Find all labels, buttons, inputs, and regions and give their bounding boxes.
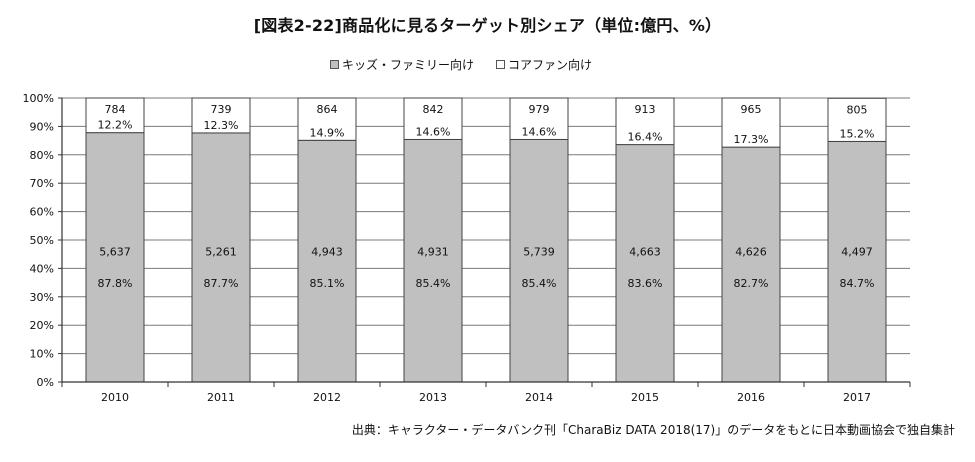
bar-core-fan: [297, 97, 357, 141]
data-label-core-fan-amount: 805: [847, 103, 868, 116]
data-label-kids-family-amount: 4,663: [629, 246, 661, 259]
data-label-core-fan-percent: 16.4%: [628, 131, 663, 144]
legend-label-kids-family: キッズ・ファミリー向け: [342, 58, 475, 72]
data-label-kids-family-amount: 5,637: [99, 246, 131, 259]
data-label-core-fan-percent: 12.2%: [98, 119, 133, 132]
bar-core-fan: [85, 97, 145, 134]
bar-core-fan: [827, 97, 887, 142]
data-label-kids-family-amount: 4,497: [841, 246, 873, 259]
bar-kids-family: [297, 139, 357, 383]
data-label-core-fan-amount: 965: [741, 103, 762, 116]
bar-kids-family: [403, 138, 463, 383]
legend-swatch-core-fan: [496, 60, 506, 69]
legend-item-core-fan: コアファン向け: [496, 56, 592, 73]
y-tick-label: 10%: [30, 348, 54, 361]
data-label-kids-family-percent: 85.4%: [522, 277, 557, 290]
data-label-kids-family-amount: 4,626: [735, 246, 767, 259]
legend-item-kids-family: キッズ・ファミリー向け: [330, 56, 474, 73]
bar-core-fan: [403, 97, 463, 140]
bar-core-fan: [721, 97, 781, 148]
data-label-kids-family-percent: 85.4%: [416, 277, 451, 290]
bar-kids-family: [509, 138, 569, 383]
bar-kids-family: [721, 146, 781, 383]
y-tick-label: 50%: [30, 234, 54, 247]
bar-kids-family: [85, 132, 145, 383]
data-label-kids-family-percent: 85.1%: [310, 277, 345, 290]
x-tick-label: 2010: [101, 391, 129, 404]
legend-label-core-fan: コアファン向け: [508, 58, 593, 72]
y-tick-label: 80%: [30, 149, 54, 162]
bar-core-fan: [509, 97, 569, 140]
chart-title: [図表2-22]商品化に見るターゲット別シェア（単位:億円、%）: [253, 16, 722, 35]
bar-kids-family: [191, 132, 251, 383]
data-label-core-fan-amount: 864: [317, 103, 338, 116]
bar-kids-family: [615, 144, 675, 383]
x-tick-label: 2017: [843, 391, 871, 404]
x-tick-label: 2014: [525, 391, 553, 404]
data-label-core-fan-percent: 14.6%: [522, 125, 557, 138]
y-tick-label: 20%: [30, 319, 54, 332]
data-label-core-fan-percent: 15.2%: [840, 127, 875, 140]
legend-swatch-kids-family: [330, 60, 339, 69]
data-label-kids-family-amount: 4,931: [417, 246, 449, 259]
legend: キッズ・ファミリー向け コアファン向け: [330, 56, 592, 73]
data-label-core-fan-percent: 17.3%: [734, 133, 769, 146]
data-label-core-fan-amount: 979: [529, 103, 550, 116]
y-tick-label: 60%: [30, 206, 54, 219]
data-label-kids-family-amount: 5,739: [523, 246, 555, 259]
y-tick-label: 40%: [30, 262, 54, 275]
x-tick-label: 2013: [419, 391, 447, 404]
bar-core-fan: [615, 97, 675, 146]
y-tick-label: 70%: [30, 177, 54, 190]
y-tick-label: 30%: [30, 291, 54, 304]
data-label-kids-family-percent: 82.7%: [734, 277, 769, 290]
data-label-kids-family-percent: 87.7%: [204, 277, 239, 290]
data-label-kids-family-amount: 4,943: [311, 246, 343, 259]
data-label-kids-family-percent: 84.7%: [840, 277, 875, 290]
x-tick-label: 2012: [313, 391, 341, 404]
bar-kids-family: [827, 140, 887, 383]
data-label-core-fan-amount: 842: [423, 103, 444, 116]
data-label-kids-family-amount: 5,261: [205, 246, 237, 259]
x-tick-label: 2016: [737, 391, 765, 404]
y-tick-label: 90%: [30, 120, 54, 133]
data-label-core-fan-amount: 784: [105, 103, 126, 116]
data-label-core-fan-percent: 12.3%: [204, 119, 239, 132]
x-tick-label: 2011: [207, 391, 235, 404]
data-label-kids-family-percent: 83.6%: [628, 277, 663, 290]
bar-core-fan: [191, 97, 251, 134]
data-label-kids-family-percent: 87.8%: [98, 277, 133, 290]
data-label-core-fan-percent: 14.6%: [416, 125, 451, 138]
data-label-core-fan-percent: 14.9%: [310, 126, 345, 139]
source-note: 出典：キャラクター・データバンク刊「CharaBiz DATA 2018(17)…: [351, 423, 955, 437]
data-label-core-fan-amount: 913: [635, 103, 656, 116]
data-label-core-fan-amount: 739: [211, 103, 232, 116]
y-tick-label: 0%: [37, 376, 54, 389]
y-tick-label: 100%: [23, 92, 54, 105]
x-tick-label: 2015: [631, 391, 659, 404]
